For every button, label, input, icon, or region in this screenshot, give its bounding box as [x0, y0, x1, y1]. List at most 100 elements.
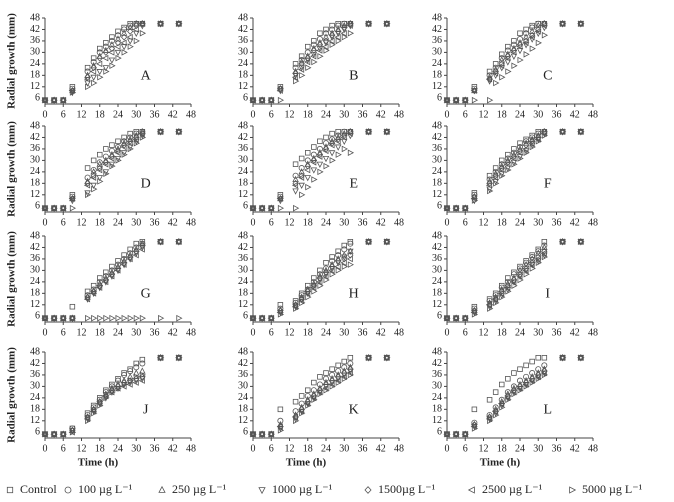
x-tick-label: 6	[61, 443, 66, 454]
point	[498, 62, 505, 70]
point	[535, 354, 541, 361]
point	[328, 266, 336, 273]
legend-marker	[158, 485, 166, 493]
point	[310, 159, 317, 166]
point	[491, 174, 499, 181]
point	[384, 238, 391, 245]
point	[121, 138, 128, 145]
point	[334, 33, 341, 41]
point	[384, 128, 391, 135]
point	[90, 64, 97, 72]
y-tick-label: 12	[30, 299, 40, 310]
point	[51, 430, 58, 438]
y-tick-label: 48	[432, 120, 442, 131]
point	[96, 54, 103, 62]
y-tick-label: 6	[35, 93, 40, 104]
point	[292, 175, 299, 182]
point	[505, 376, 511, 382]
point	[540, 369, 547, 377]
x-tick-label: 30	[131, 217, 141, 228]
point	[541, 31, 549, 39]
point	[139, 30, 147, 37]
point	[83, 415, 91, 423]
point	[102, 278, 109, 286]
x-tick-label: 6	[463, 443, 468, 454]
point	[91, 79, 98, 87]
point	[132, 20, 140, 27]
point	[83, 75, 91, 83]
point	[316, 388, 323, 396]
point	[51, 96, 58, 104]
point	[298, 393, 305, 399]
point	[158, 314, 165, 322]
legend-marker	[569, 486, 577, 494]
point	[335, 373, 342, 381]
point	[340, 26, 348, 34]
x-tick-label: 48	[394, 109, 404, 120]
point	[305, 64, 312, 71]
point	[578, 238, 585, 245]
point	[516, 149, 523, 157]
point	[132, 250, 140, 257]
point	[366, 20, 373, 27]
point	[250, 96, 257, 104]
point	[516, 43, 523, 50]
point	[487, 305, 494, 312]
point	[522, 267, 529, 274]
point	[299, 72, 306, 79]
point	[328, 267, 335, 274]
x-tick-label: 6	[269, 327, 274, 338]
point	[511, 62, 518, 70]
point	[334, 138, 341, 145]
y-tick-label: 36	[30, 143, 40, 154]
point	[305, 402, 312, 409]
point	[493, 79, 500, 87]
point	[133, 314, 140, 322]
y-tick-label: 30	[432, 381, 442, 392]
y-tick-label: 24	[30, 276, 40, 287]
x-tick-label: 0	[445, 327, 450, 338]
point	[310, 44, 318, 52]
point	[311, 144, 317, 150]
y-tick-label: 42	[30, 358, 40, 369]
point	[120, 383, 127, 390]
point	[259, 204, 266, 212]
y-tick-label: 48	[238, 12, 248, 23]
point	[346, 369, 353, 377]
point	[347, 261, 355, 268]
point	[323, 260, 329, 266]
x-tick-label: 30	[339, 109, 349, 120]
point	[120, 29, 128, 36]
x-tick-label: 0	[251, 217, 256, 228]
point	[108, 383, 115, 390]
y-tick-label: 42	[432, 358, 442, 369]
point	[176, 128, 183, 135]
x-tick-label: 30	[131, 327, 141, 338]
point	[84, 190, 91, 197]
point	[126, 381, 133, 388]
x-tick-label: 24	[321, 327, 331, 338]
point	[305, 387, 311, 393]
point	[471, 96, 479, 104]
point	[528, 33, 535, 41]
point	[329, 130, 335, 137]
y-tick-label: 6	[243, 427, 248, 438]
y-tick-label: 48	[238, 230, 248, 241]
point	[298, 65, 305, 72]
point	[293, 417, 300, 425]
point	[102, 46, 110, 53]
point	[293, 305, 300, 312]
point	[322, 30, 329, 37]
point	[277, 96, 285, 104]
point	[176, 354, 183, 361]
x-tick-label: 6	[269, 443, 274, 454]
point	[298, 155, 305, 162]
point	[346, 130, 353, 137]
point	[523, 270, 530, 278]
x-tick-label: 30	[533, 443, 543, 454]
panel-label: D	[141, 177, 151, 192]
point	[102, 54, 109, 62]
point	[491, 407, 499, 415]
point	[42, 96, 49, 104]
